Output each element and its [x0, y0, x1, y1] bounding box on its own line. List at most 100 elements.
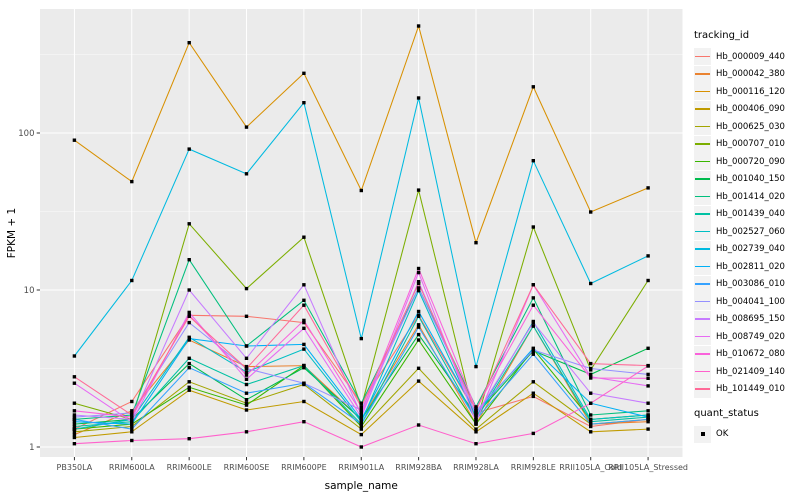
data-point [130, 427, 134, 431]
data-point [589, 372, 593, 377]
legend-title-quant-status: quant_status [694, 407, 759, 419]
data-point [589, 424, 593, 429]
data-point [302, 71, 306, 75]
data-point [244, 382, 249, 387]
data-point [416, 332, 421, 337]
legend-key-swatch [694, 223, 711, 240]
data-point [359, 432, 363, 437]
line-swatch-icon [695, 335, 710, 338]
data-point [359, 405, 363, 409]
legend-item: Hb_001439_040 [694, 205, 800, 223]
data-point [359, 427, 363, 431]
data-point [130, 422, 134, 426]
legend-item-label: Hb_000625_030 [716, 121, 785, 132]
data-point [646, 401, 650, 405]
data-point [474, 417, 478, 422]
data-point [187, 222, 191, 226]
legend-item: Hb_000720_090 [694, 153, 800, 170]
legend-item: Hb_008695_150 [694, 310, 800, 328]
x-axis-title: sample_name [325, 480, 398, 492]
data-point [187, 437, 191, 441]
line-swatch-icon [695, 73, 710, 75]
data-point [416, 280, 421, 284]
line-swatch-icon [695, 108, 710, 110]
data-point [302, 366, 306, 370]
data-point [646, 409, 650, 413]
data-point [244, 377, 249, 381]
square-point-icon [700, 432, 705, 436]
data-point [72, 138, 77, 142]
data-point [72, 417, 77, 422]
data-point [302, 298, 306, 302]
data-point [187, 147, 191, 151]
data-point [416, 323, 421, 327]
data-point [359, 411, 363, 415]
data-point [531, 352, 535, 356]
data-point [589, 361, 593, 366]
data-point [187, 380, 191, 384]
data-point [244, 370, 249, 374]
data-point [130, 415, 134, 419]
data-point [187, 258, 191, 262]
data-point [72, 375, 77, 379]
data-point [474, 430, 478, 434]
legend-item: Hb_001414_020 [694, 188, 800, 205]
legend-item: Hb_002739_040 [694, 240, 800, 258]
x-tick-label: RRIM928BA [395, 463, 442, 472]
data-point [302, 399, 306, 404]
data-point [531, 431, 535, 436]
data-point [359, 188, 363, 193]
data-point [474, 415, 478, 419]
data-point [416, 325, 421, 329]
legend-item-label: Hb_004041_100 [716, 296, 785, 307]
data-point [474, 422, 478, 426]
legend-key-swatch [694, 170, 711, 188]
data-point [187, 356, 191, 360]
legend-item-label: Hb_008695_150 [716, 314, 785, 324]
line-swatch-icon [695, 300, 710, 303]
line-swatch-icon [695, 230, 710, 233]
data-point [72, 420, 77, 424]
line-swatch-icon [695, 388, 710, 390]
data-point [187, 41, 191, 45]
data-point [359, 415, 363, 419]
line-swatch-icon [695, 143, 710, 145]
legend-item-label: Hb_000009_440 [716, 51, 785, 62]
data-point [416, 270, 421, 275]
legend-key-swatch [694, 310, 711, 328]
data-point [72, 409, 77, 413]
data-point [187, 336, 191, 341]
data-point [474, 420, 478, 424]
legend-item-label: Hb_001040_150 [716, 174, 785, 184]
data-point [531, 348, 535, 352]
data-point [359, 413, 363, 417]
legend-key-swatch [694, 188, 711, 205]
legend-item: Hb_002527_060 [694, 223, 800, 240]
data-point [244, 356, 249, 360]
data-point [244, 430, 249, 434]
legend-item: Hb_002811_020 [694, 258, 800, 275]
data-point [531, 320, 535, 325]
data-point [244, 172, 249, 176]
legend-item-label: Hb_101449_010 [716, 384, 785, 394]
data-point [302, 320, 306, 325]
legend-item: Hb_000116_120 [694, 83, 800, 100]
data-point [244, 403, 249, 407]
data-point [589, 391, 593, 395]
data-point [531, 391, 535, 395]
data-point [416, 289, 421, 293]
legend-key-swatch [694, 205, 711, 223]
data-point [359, 401, 363, 405]
y-tick-label: 10 [24, 286, 35, 296]
data-point [646, 427, 650, 431]
data-point [302, 381, 306, 385]
data-point [244, 125, 249, 129]
data-point [646, 413, 650, 417]
legend-item: Hb_010672_080 [694, 345, 800, 363]
data-point [187, 310, 191, 315]
data-point [130, 420, 134, 424]
data-point [130, 417, 134, 422]
data-point [72, 413, 77, 417]
legend-item-label: Hb_002811_020 [716, 261, 785, 272]
